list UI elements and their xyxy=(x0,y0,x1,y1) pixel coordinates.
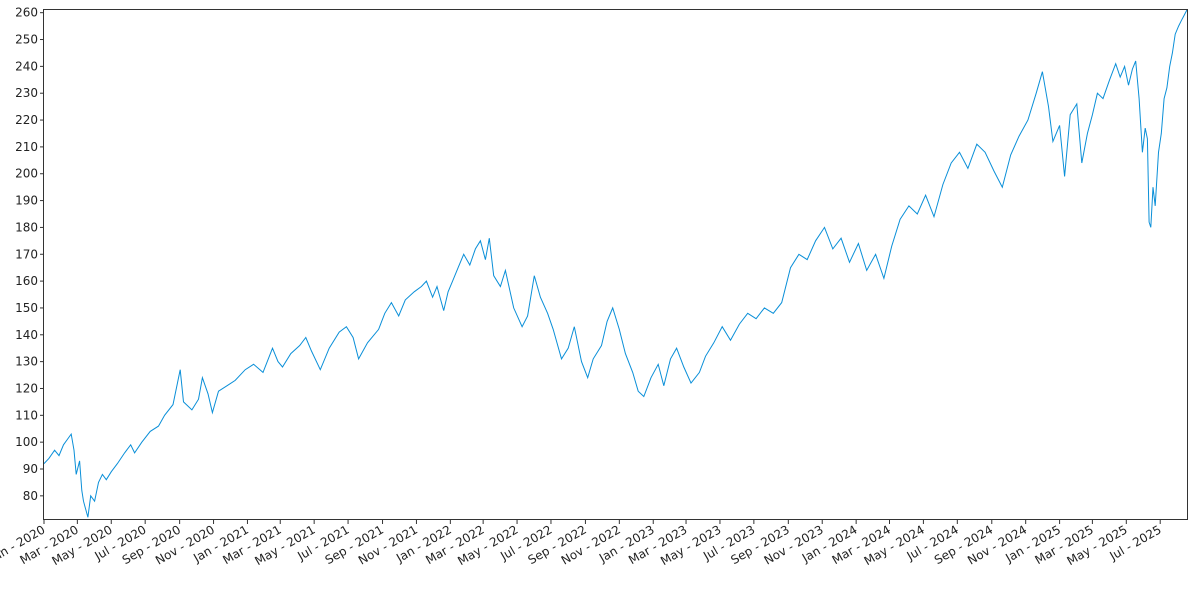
y-tick-label: 200 xyxy=(15,167,38,181)
y-tick-label: 90 xyxy=(23,462,38,476)
y-tick-label: 110 xyxy=(15,408,38,422)
y-axis: 80 90 100 110 120 130 140 150 160 170 180 190 200 210… xyxy=(15,6,44,503)
y-tick-label: 190 xyxy=(15,194,38,208)
y-tick-label: 160 xyxy=(15,274,38,288)
y-tick-label: 120 xyxy=(15,381,38,395)
y-tick-label: 230 xyxy=(15,86,38,100)
y-tick-label: 140 xyxy=(15,328,38,342)
y-tick-label: 180 xyxy=(15,220,38,234)
y-tick-label: 250 xyxy=(15,33,38,47)
y-tick-label: 260 xyxy=(15,6,38,20)
y-tick-label: 210 xyxy=(15,140,38,154)
y-tick-label: 130 xyxy=(15,355,38,369)
y-tick-label: 80 xyxy=(23,489,38,503)
y-tick-label: 150 xyxy=(15,301,38,315)
y-tick-label: 220 xyxy=(15,113,38,127)
y-tick-label: 170 xyxy=(15,247,38,261)
plot-frame xyxy=(43,9,1188,520)
series-line xyxy=(43,9,1188,518)
y-tick-label: 100 xyxy=(15,435,38,449)
y-tick-label: 240 xyxy=(15,59,38,73)
